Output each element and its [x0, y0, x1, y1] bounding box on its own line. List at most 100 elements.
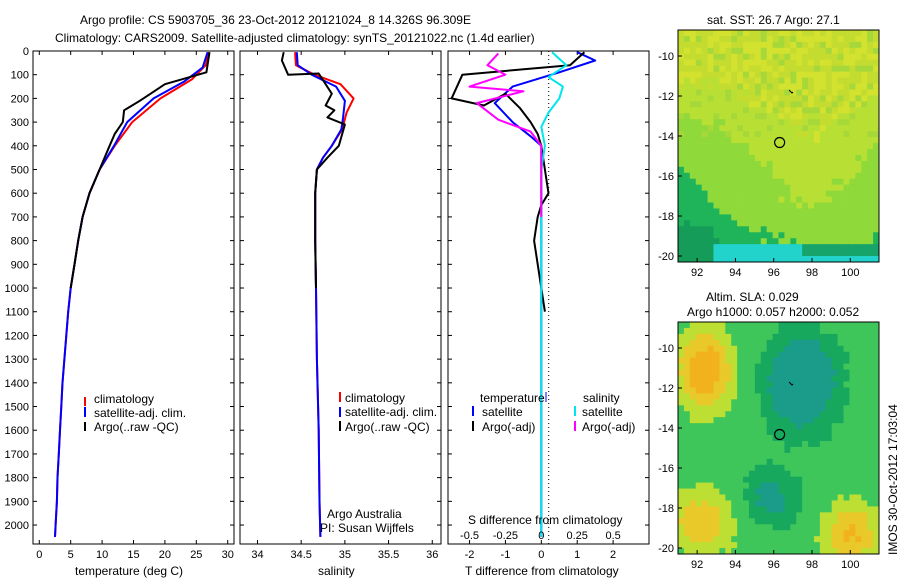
- map-cell: [867, 452, 874, 460]
- map-cell: [837, 429, 844, 436]
- map-cell: [825, 482, 833, 489]
- map-cell: [784, 476, 791, 484]
- map-cell: [855, 339, 862, 347]
- map-cell: [802, 506, 809, 513]
- map-cell: [855, 244, 862, 251]
- map-cell: [766, 83, 773, 90]
- map-cell: [701, 470, 708, 478]
- legend-label-argo: Argo(..raw -QC): [345, 420, 430, 434]
- map-cell: [813, 327, 821, 335]
- map-cell: [861, 256, 868, 263]
- map-cell: [784, 363, 791, 370]
- map-cell: [867, 411, 874, 418]
- map-cell: [713, 423, 720, 430]
- map-cell: [831, 411, 839, 418]
- map-cell: [701, 345, 708, 353]
- map-cell: [843, 333, 850, 341]
- map-cell: [784, 47, 791, 55]
- map-cell: [719, 470, 726, 478]
- map-cell: [819, 440, 827, 448]
- map-cell: [825, 446, 833, 454]
- map-cell: [707, 30, 714, 37]
- map-cell: [707, 166, 714, 174]
- map-cell: [689, 512, 697, 519]
- map-cell: [784, 184, 791, 192]
- map-cell: [861, 220, 868, 227]
- map-cell: [713, 53, 720, 61]
- map-cell: [748, 393, 756, 400]
- map-cell: [695, 429, 703, 436]
- map-cell: [802, 381, 809, 388]
- map-cell: [861, 154, 868, 162]
- map-cell: [713, 238, 720, 245]
- map-cell: [719, 59, 726, 67]
- map-cell: [813, 405, 821, 412]
- map-cell: [719, 172, 726, 180]
- map-cell: [754, 178, 762, 186]
- map-cell: [701, 119, 708, 126]
- map-cell: [861, 542, 868, 549]
- map-cell: [707, 89, 714, 96]
- map-cell: [819, 405, 827, 412]
- map-cell: [837, 542, 844, 549]
- map-cell: [725, 387, 732, 394]
- map-cell: [790, 196, 797, 203]
- map-cell: [867, 440, 874, 448]
- x-tick-label: -2: [465, 549, 475, 561]
- map-cell: [825, 202, 833, 209]
- map-cell: [772, 363, 779, 370]
- map-cell: [748, 524, 756, 531]
- map-cell: [748, 536, 756, 543]
- map-cell: [831, 137, 839, 144]
- map-cell: [713, 89, 720, 96]
- map-cell: [754, 154, 762, 162]
- map-cell: [737, 506, 744, 513]
- map-cell: [849, 178, 856, 186]
- map-cell: [813, 143, 821, 150]
- map-cell: [808, 190, 815, 197]
- map-cell: [701, 113, 708, 120]
- map-cell: [760, 178, 768, 186]
- map-cell: [837, 494, 844, 501]
- map-cell: [760, 53, 768, 61]
- map-cell: [778, 226, 785, 233]
- map-cell: [766, 137, 773, 144]
- map-cell: [778, 345, 785, 353]
- map-cell: [784, 214, 791, 221]
- map-cell: [873, 387, 880, 394]
- map-cell: [737, 512, 744, 519]
- map-cell: [701, 232, 708, 239]
- map-cell: [837, 327, 844, 335]
- map-cell: [819, 417, 827, 424]
- map-cell: [760, 101, 768, 108]
- map-cell: [843, 369, 850, 376]
- map-cell: [701, 35, 708, 43]
- map-cell: [760, 154, 768, 162]
- map-cell: [713, 452, 720, 460]
- map-cell: [713, 166, 720, 174]
- map-cell: [701, 53, 708, 61]
- map-cell: [867, 214, 874, 221]
- map-cell: [725, 166, 732, 174]
- map-cell: [873, 220, 880, 227]
- map-cell: [731, 41, 738, 49]
- map-cell: [731, 148, 738, 156]
- map-cell: [837, 107, 844, 114]
- map-cell: [796, 542, 803, 549]
- map-cell: [861, 440, 868, 448]
- map-cell: [831, 143, 839, 150]
- map-cell: [808, 166, 815, 174]
- map-cell: [713, 137, 720, 144]
- map-cell: [819, 393, 827, 400]
- map-cell: [784, 494, 791, 501]
- map-cell: [737, 452, 744, 460]
- map-cell: [725, 500, 732, 507]
- map-cell: [701, 429, 708, 436]
- map-cell: [825, 41, 833, 49]
- map-cell: [825, 452, 833, 460]
- map-cell: [760, 119, 768, 126]
- map-cell: [713, 357, 720, 365]
- map-cell: [843, 172, 850, 180]
- map-cell: [778, 393, 785, 400]
- map-cell: [760, 71, 768, 78]
